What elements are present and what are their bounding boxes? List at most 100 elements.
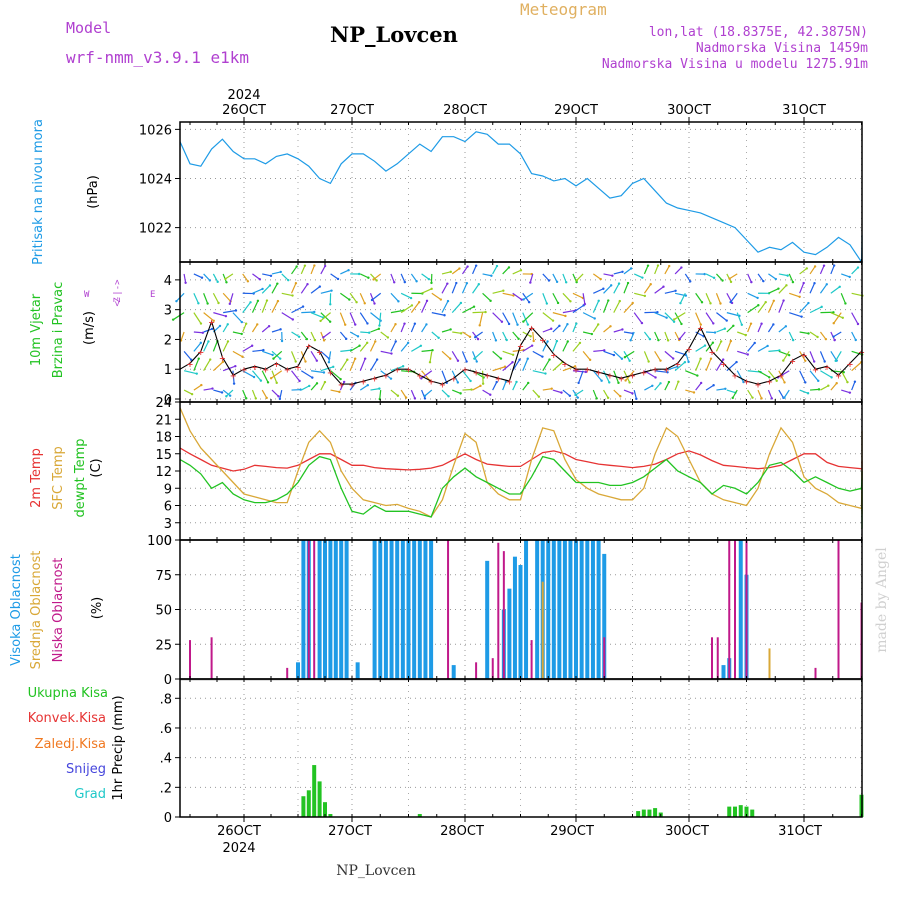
wind-arrowhead [322,339,326,342]
wind-arrow [695,382,702,391]
wind-arrow [310,286,321,294]
wind-arrow [522,312,534,323]
wind-arrow [232,370,235,384]
wind-arrow [768,288,779,294]
wind-arrowhead [844,302,847,305]
wind-arrowhead [537,395,541,398]
wind-gust-marker: + [406,365,412,376]
wind-arrow [183,273,187,283]
wind-arrow [193,358,200,371]
wind-arrow [471,351,478,362]
wind-arrowhead [269,376,273,380]
wind-arrowhead [744,333,747,337]
wind-arrow [281,273,289,281]
cloud-high-bar [296,662,300,679]
wind-arrow [193,312,202,324]
wind-arrow [726,361,737,372]
cloud-low-bar [210,637,213,679]
wind-arrowhead [366,383,369,387]
wind-arrowhead [291,294,294,297]
cloud-high-bar [596,540,601,679]
wind-arrow [452,389,461,394]
wind-arrow [695,312,702,325]
wind-arrow [291,370,301,382]
wind-gust-marker: + [778,371,784,382]
wind-arrow [841,273,850,278]
wind-arrowhead [619,395,622,398]
wind-gust-marker: + [663,365,669,376]
wind-arrowhead [817,379,820,383]
wind-gust-marker: + [813,365,819,376]
wind-arrowhead [530,344,534,347]
wind-arrow [222,323,229,333]
wind-arrow [291,331,300,338]
y-tick-label: 18 [155,431,172,446]
wind-arrow [592,389,598,399]
wind-gust-marker: + [428,377,434,388]
wind-arrow [473,350,483,360]
wind-arrow [654,351,661,361]
wind-arrow [223,309,237,314]
wind-arrowhead [654,376,657,379]
wind-arrow [799,389,809,394]
wind-arrow [212,292,220,304]
wind-arrow [603,273,613,277]
wind-arrowhead [279,357,282,360]
wind-arrow [300,265,306,275]
wind-arrowhead [224,314,228,318]
wind-arrowhead [556,301,560,305]
wind-arrow [562,273,567,283]
cloud-high-bar [721,665,726,679]
wind-arrow [630,331,635,341]
temp2m-line [179,447,863,481]
wind-arrowhead [315,359,319,362]
cloud-high-bar [412,540,417,679]
wind-arrow [320,381,326,391]
wind-arrowhead [623,355,627,359]
wind-arrow [603,389,609,399]
wind-arrow [706,331,716,334]
wind-arrow [809,388,820,391]
wind-arrow [582,293,586,305]
precip-total-label: Ukupna Kisa [28,686,108,701]
wind-arrow [271,328,281,333]
wind-arrowhead [541,355,544,358]
wind-arrow [552,389,562,394]
wind-arrowhead [813,265,817,268]
y-tick-label: 15 [155,448,172,463]
wind-arrow [726,389,736,394]
cloud-high-bar [323,540,327,679]
wind-arrow [369,359,378,372]
wind-arrowhead [447,395,450,398]
wind-arrow [778,300,785,313]
wind-arrow [695,331,704,337]
wind-arrow [251,389,257,399]
wind-arrowhead [812,360,816,363]
wind-arrow [370,312,382,322]
wind-arrow [492,366,506,372]
wind-arrowhead [342,380,346,384]
wind-arrowhead [777,287,780,290]
wind-arrowhead [577,381,580,385]
wind-arrow [451,351,459,362]
y-tick-label: .4 [160,752,172,767]
wind-arrow [830,382,838,391]
wind-arrow [492,312,503,323]
wind-arrowhead [721,279,724,282]
wind-arrowhead [712,322,715,325]
wind-arrow [339,331,347,340]
wind-arrowhead [220,391,224,394]
wind-arrowhead [298,379,301,383]
wind-arrow [788,273,794,283]
wind-arrow [789,292,800,298]
wind-arrowhead [323,380,327,384]
wind-arrow [270,370,283,379]
wind-gust-marker: + [349,380,355,391]
wind-arrowhead [841,316,844,320]
wind-arrowhead [299,388,302,391]
wind-arrowhead [816,335,819,339]
wind-arrow [778,370,786,383]
wind-arrow [261,285,271,294]
wind-arrow [330,370,341,380]
wind-arrow [819,331,827,340]
